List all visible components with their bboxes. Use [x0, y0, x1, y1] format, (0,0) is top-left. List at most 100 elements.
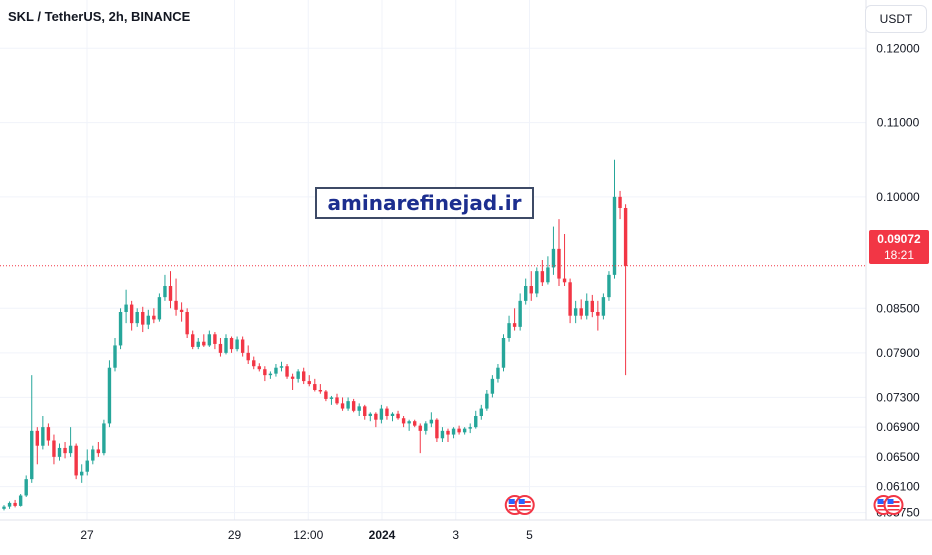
candle-body	[246, 352, 250, 361]
candle-body	[24, 479, 28, 496]
candle-body	[562, 278, 567, 283]
economic-events[interactable]	[504, 495, 904, 515]
candle	[196, 338, 200, 350]
candle-body	[485, 393, 489, 409]
candle	[590, 294, 594, 318]
candle	[318, 384, 323, 394]
candle	[468, 423, 472, 434]
candle	[501, 334, 506, 372]
us-flag-icon[interactable]	[514, 495, 535, 515]
price-axis[interactable]: 0.12000 0.11000 0.10000 0.08500 0.07900 0.073…	[876, 41, 920, 519]
candle-body	[91, 449, 95, 461]
candle-body	[268, 373, 273, 376]
candle	[401, 416, 406, 428]
candle	[113, 338, 117, 372]
candle-body	[318, 390, 323, 392]
candle-body	[413, 421, 417, 426]
candle	[118, 308, 123, 350]
candle-body	[474, 416, 478, 428]
us-flag-icon[interactable]	[883, 495, 904, 515]
candle	[85, 449, 89, 476]
flag-canton	[877, 499, 884, 504]
candle-body	[13, 502, 17, 506]
flag-stripe	[877, 505, 890, 507]
candle	[385, 406, 389, 420]
candle	[474, 410, 478, 429]
price-tick-label: 0.07900	[876, 346, 920, 360]
candle	[290, 373, 295, 390]
candle	[424, 421, 428, 435]
candle-body	[124, 304, 128, 312]
candle-body	[274, 367, 278, 374]
candle-body	[329, 397, 334, 399]
candle-body	[163, 286, 167, 298]
candle-body	[41, 427, 45, 446]
candle	[268, 371, 273, 379]
candle	[413, 419, 417, 428]
candle	[390, 412, 395, 422]
flag-stripe	[518, 509, 531, 511]
candle-body	[224, 338, 228, 353]
candle	[429, 412, 434, 428]
candle	[2, 505, 6, 511]
candle	[207, 330, 212, 347]
flag-stripe	[508, 509, 521, 511]
candle-body	[429, 419, 434, 424]
price-tick-label: 0.10000	[876, 190, 920, 204]
candle-body	[102, 423, 106, 454]
candle	[74, 443, 78, 480]
candle-body	[535, 271, 539, 294]
candle	[524, 278, 528, 305]
candle	[440, 427, 445, 442]
candle-body	[118, 312, 123, 346]
candle-body	[168, 286, 173, 301]
candle-body	[457, 428, 461, 433]
candle	[351, 398, 356, 413]
candle-body	[518, 300, 522, 327]
candle-body	[202, 341, 206, 346]
candle-body	[252, 360, 256, 367]
price-tick-label: 0.06500	[876, 450, 920, 464]
candle-body	[30, 430, 34, 480]
flag-stripe	[887, 509, 900, 511]
candle-body	[52, 440, 56, 457]
candle-body	[440, 430, 445, 439]
flag-stripe	[887, 505, 900, 507]
time-tick-label: 29	[228, 528, 242, 542]
candle-body	[179, 309, 184, 312]
flag-canton	[508, 499, 515, 504]
candle-body	[462, 428, 467, 433]
price-tick-label: 0.12000	[876, 41, 920, 55]
candle	[479, 404, 483, 420]
candle-body	[601, 297, 606, 316]
candle-body	[285, 366, 289, 377]
time-axis[interactable]: 27 29 12:00 2024 3 5	[80, 528, 533, 542]
candle-body	[7, 502, 12, 507]
candle	[141, 306, 145, 333]
candle	[7, 501, 12, 509]
candle	[357, 403, 361, 416]
candle-body	[340, 403, 345, 409]
candle	[418, 423, 422, 454]
candle-body	[590, 300, 594, 312]
candle	[551, 226, 556, 275]
candle	[274, 364, 278, 377]
candle	[52, 434, 56, 465]
candle	[529, 271, 533, 301]
candle-body	[107, 367, 112, 424]
bar-countdown: 18:21	[883, 248, 915, 262]
currency-button[interactable]: USDT	[865, 5, 927, 33]
candle-body	[540, 271, 545, 283]
price-tick-label: 0.11000	[877, 116, 920, 130]
candle-body	[607, 274, 611, 298]
candle	[213, 332, 217, 350]
candle-body	[385, 408, 389, 416]
candle	[30, 375, 34, 483]
candle	[63, 442, 67, 459]
candle-body	[324, 391, 328, 399]
candle-body	[57, 447, 62, 457]
candle	[302, 367, 306, 385]
candle-body	[407, 421, 411, 424]
